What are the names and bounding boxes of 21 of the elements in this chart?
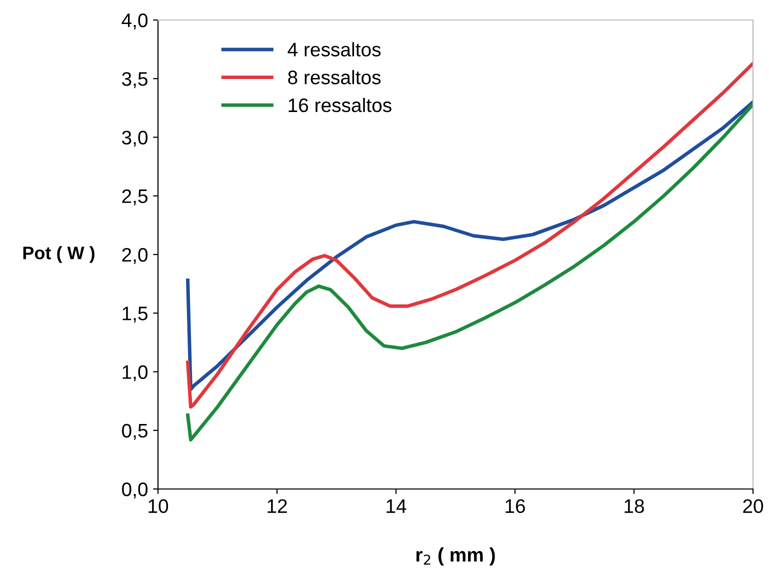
x-tick-label: 12: [268, 499, 287, 513]
legend-label: 8 ressaltos: [288, 70, 381, 84]
x-tick-label: 14: [386, 499, 406, 513]
x-tick-label: 18: [624, 499, 644, 514]
y-tick-label: 3,0: [122, 130, 148, 147]
legend-label: 4 ressaltos: [288, 42, 381, 56]
x-tick-label: 20: [743, 499, 764, 514]
x-axis-title: r$_{2}$ ( mm ): [416, 547, 495, 566]
y-axis-title: Pot ( W ): [23, 246, 94, 263]
y-tick-label: 2,5: [122, 189, 148, 206]
y-tick-label: 0,5: [122, 424, 148, 440]
y-tick-label: 1,0: [122, 365, 148, 382]
line-series: [186, 62, 753, 409]
x-tick-label: 10: [148, 499, 168, 514]
legend-label: 16 ressaltos: [288, 98, 392, 112]
y-tick-label: 0,0: [122, 482, 148, 499]
x-tick-label: 16: [506, 499, 525, 514]
y-tick-label: 4,0: [122, 13, 148, 30]
y-tick-label: 3,5: [122, 72, 148, 88]
y-tick-label: 2,0: [122, 248, 148, 264]
y-tick-label: 1,5: [122, 306, 148, 323]
